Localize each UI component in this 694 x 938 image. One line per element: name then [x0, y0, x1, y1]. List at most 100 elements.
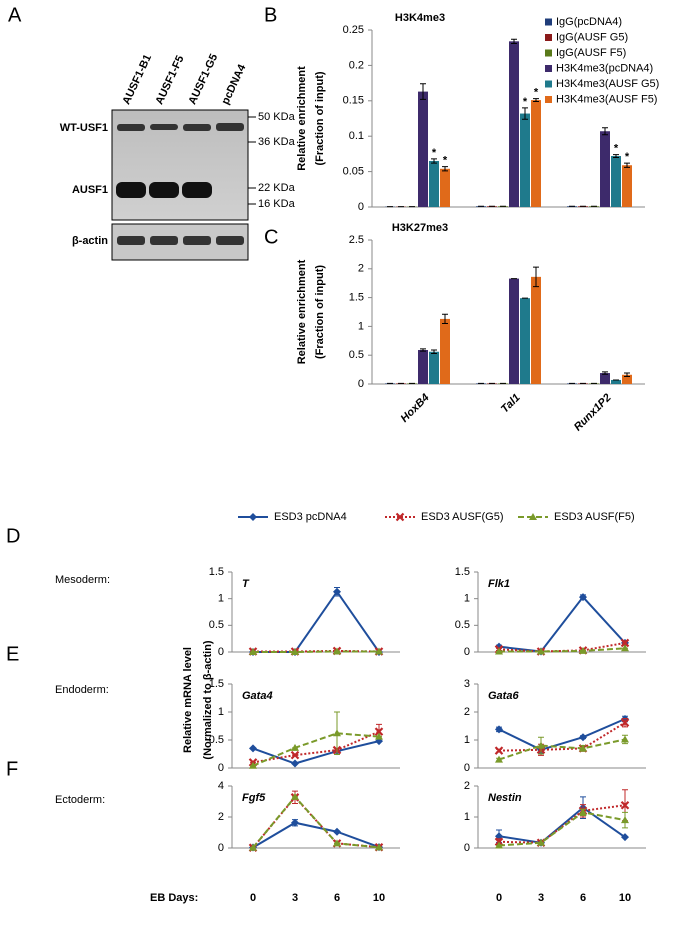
line-chart: 0 0.5 1 1.5 T ESD3 pcDNA4 ESD3 AUSF(G5) ESD3 AU… — [209, 511, 635, 658]
legend-swatch — [545, 49, 552, 57]
series-line — [252, 821, 380, 849]
series-line — [498, 718, 626, 751]
bar — [509, 41, 519, 207]
chart-title: H3K4me3 — [395, 12, 445, 24]
x-axis-label: EB Days: — [150, 892, 198, 904]
marker-label: 50 KDa — [258, 111, 296, 123]
y-tick-label: 0.5 — [455, 619, 470, 631]
band — [183, 236, 211, 245]
y-tick-label: 1 — [464, 734, 470, 746]
y-tick-label: 0 — [464, 842, 470, 854]
x-tick-label: 10 — [619, 892, 631, 904]
x-tick-label: Runx1P2 — [572, 392, 614, 434]
series-line — [499, 647, 626, 653]
y-tick-label: 1.5 — [455, 566, 470, 578]
y-tick-label: 1 — [358, 320, 364, 332]
marker — [290, 750, 300, 760]
line-chart: 0 2 4 Fgf5 0 3 6 10 — [218, 780, 400, 904]
significance-mark: * — [614, 143, 619, 155]
x-tick-label: 6 — [334, 892, 340, 904]
bar — [418, 91, 428, 207]
marker — [620, 718, 630, 727]
marker — [291, 792, 299, 800]
bar — [418, 350, 428, 384]
y-tick-label: 0 — [358, 378, 364, 390]
error-bar — [522, 107, 528, 120]
band — [182, 182, 212, 198]
y-axis-label: Relative mRNA level — [182, 647, 194, 753]
band — [150, 124, 178, 130]
marker — [579, 593, 587, 602]
y-tick-label: 4 — [218, 780, 224, 792]
series-line — [498, 595, 626, 653]
y-tick-label: 0.5 — [209, 734, 224, 746]
series-line — [252, 732, 380, 767]
chart-title: Flk1 — [488, 578, 510, 590]
bar — [440, 168, 450, 207]
x-tick-label: 0 — [496, 892, 502, 904]
band — [116, 182, 146, 198]
x-tick-label: 0 — [250, 892, 256, 904]
marker-label: 16 KDa — [258, 198, 296, 210]
legend-label: IgG(pcDNA4) — [556, 16, 622, 28]
marker — [495, 755, 503, 763]
bar — [622, 374, 632, 384]
marker — [249, 513, 257, 521]
chart-title: Fgf5 — [242, 792, 266, 804]
marker — [333, 647, 341, 655]
panel-letter: E — [6, 643, 19, 665]
series-line — [252, 795, 380, 849]
panel-letter: A — [8, 4, 22, 26]
row-label: Ectoderm: — [55, 794, 105, 806]
bar — [440, 318, 450, 384]
marker — [249, 761, 257, 769]
series-line — [498, 811, 626, 847]
western-blot: AUSF1-B1 AUSF1-F5 AUSF1-G5 pcDNA4 WT-USF… — [60, 52, 296, 261]
x-tick-label: HoxB4 — [399, 392, 432, 425]
line-chart: 0 1 2 Nestin 0 3 6 10 — [464, 780, 646, 904]
legend-swatch — [545, 65, 552, 72]
lane-label: pcDNA4 — [219, 62, 248, 107]
series-line — [252, 740, 380, 765]
lane-label: AUSF1-B1 — [120, 53, 154, 107]
lane-label: AUSF1-G5 — [186, 52, 220, 106]
lane-label: AUSF1-F5 — [153, 54, 186, 107]
x-tick-label: 3 — [292, 892, 298, 904]
x-tick-label: Tal1 — [499, 392, 523, 416]
error-bar — [624, 162, 630, 168]
y-tick-label: 2.5 — [349, 234, 364, 246]
panel-letter: F — [6, 758, 18, 780]
marker — [375, 843, 383, 851]
marker — [621, 816, 629, 824]
significance-mark: * — [432, 147, 437, 159]
error-bar — [442, 313, 448, 325]
bar — [520, 113, 530, 207]
series-line — [498, 806, 626, 844]
y-tick-label: 1 — [218, 593, 224, 605]
bar — [509, 278, 519, 384]
marker — [579, 744, 587, 752]
significance-mark: * — [534, 87, 539, 99]
legend-swatch — [545, 80, 552, 88]
marker — [249, 744, 257, 753]
error-bar — [602, 127, 608, 136]
y-tick-label: 0 — [218, 646, 224, 658]
chart-title: Gata4 — [242, 690, 273, 702]
bar-chart: 0 0.5 1 1.5 2 2.5 H3K27me3 Relative enrichment (… — [296, 222, 645, 434]
error-bar — [511, 38, 517, 44]
legend-swatch — [545, 18, 552, 26]
error-bar — [624, 372, 630, 378]
error-bar — [613, 154, 619, 158]
legend-swatch — [545, 34, 552, 41]
marker-ticks — [248, 116, 256, 205]
legend-swatch — [545, 96, 552, 103]
marker — [537, 838, 545, 846]
marker-label: 22 KDa — [258, 182, 296, 194]
series-line — [253, 589, 380, 653]
band-label: β-actin — [72, 235, 108, 247]
error-bar — [533, 98, 539, 103]
marker — [621, 833, 629, 842]
y-tick-label: 0.5 — [209, 619, 224, 631]
bar — [600, 373, 610, 384]
marker — [495, 841, 503, 849]
